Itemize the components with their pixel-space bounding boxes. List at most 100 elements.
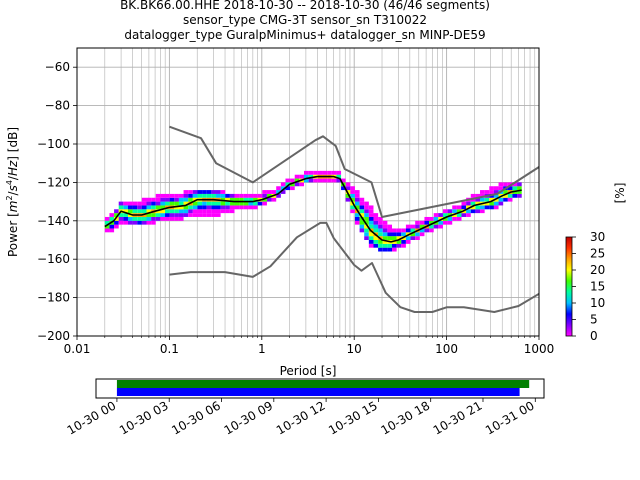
- coverage-bar: [116, 388, 520, 396]
- ppsd-cell: [197, 193, 203, 198]
- y-tick-label: −120: [37, 175, 70, 189]
- ppsd-cell: [373, 236, 379, 240]
- ppsd-cell: [489, 205, 494, 210]
- y-tick-label: −200: [37, 329, 70, 343]
- y-axis-label: Power [m2/s4/Hz] [dB]: [5, 127, 20, 257]
- ppsd-cell: [178, 201, 184, 206]
- ppsd-cell: [415, 220, 420, 225]
- ppsd-cell: [118, 213, 124, 217]
- ppsd-cell: [202, 193, 207, 198]
- ppsd-cell: [239, 193, 244, 198]
- ppsd-cell: [229, 209, 235, 214]
- ppsd-cell: [392, 243, 397, 248]
- ppsd-cell: [243, 205, 249, 210]
- ppsd-cell: [392, 247, 397, 252]
- ppsd-cell: [359, 228, 365, 233]
- ppsd-cell: [364, 228, 369, 233]
- ppsd-cell: [507, 182, 513, 187]
- ppsd-cell: [507, 186, 513, 191]
- ppsd-cell: [308, 170, 314, 175]
- ppsd-cell: [109, 228, 115, 233]
- ppsd-cell: [178, 216, 184, 221]
- y-tick-label: −160: [37, 252, 70, 266]
- colorbar-tick-label: 20: [590, 263, 605, 277]
- ppsd-cell: [262, 190, 267, 194]
- ppsd-cell: [104, 224, 110, 229]
- ppsd-cell: [151, 201, 156, 206]
- ppsd-cell: [368, 209, 374, 214]
- ppsd-cell: [378, 224, 383, 229]
- ppsd-cell: [475, 197, 481, 202]
- ppsd-cell: [350, 186, 355, 191]
- x-tick-label: 1: [258, 342, 266, 356]
- ppsd-cell: [146, 209, 152, 214]
- ppsd-cell: [322, 178, 328, 183]
- plot-frame: [76, 47, 540, 337]
- x-tick-label: 0.1: [160, 342, 179, 356]
- ppsd-cell: [257, 193, 263, 198]
- coverage-tick-label: 10-30 06: [169, 398, 223, 437]
- ppsd-cell: [382, 232, 388, 237]
- title-line-2: sensor_type CMG-3T sensor_sn T310022: [183, 13, 427, 27]
- ppsd-cell: [169, 197, 175, 202]
- ppsd-cell: [517, 190, 522, 194]
- ppsd-cell: [470, 209, 476, 214]
- ppsd-cell: [308, 174, 314, 179]
- ppsd-cell: [373, 228, 379, 233]
- ppsd-cell: [475, 193, 481, 198]
- ppsd-cell: [202, 190, 207, 194]
- ppsd-cell: [419, 220, 425, 225]
- colorbar-label: [%]: [613, 183, 627, 204]
- ppsd-cell: [165, 197, 170, 202]
- ppsd-cell: [429, 220, 434, 225]
- ppsd-cell: [512, 186, 518, 191]
- ppsd-cell: [137, 201, 142, 206]
- ppsd-cell: [331, 170, 337, 175]
- ppsd-cell: [461, 201, 467, 206]
- ppsd-cell: [396, 243, 402, 248]
- ppsd-cell: [378, 216, 383, 221]
- ppsd-cell: [188, 193, 193, 198]
- ppsd-cell: [132, 216, 138, 221]
- ppsd-cell: [517, 182, 522, 187]
- ppsd-cell: [160, 216, 166, 221]
- ppsd-cell: [276, 190, 281, 194]
- ppsd-cell: [225, 205, 230, 210]
- ppsd-cell: [373, 243, 379, 248]
- ppsd-cell: [456, 209, 462, 214]
- coverage-tick-label: 10-30 03: [117, 398, 171, 437]
- ppsd-cell: [424, 220, 430, 225]
- ppsd-cell: [141, 197, 147, 202]
- title-line-3: datalogger_type GuralpMinimus+ datalogge…: [124, 28, 485, 42]
- ppsd-cell: [202, 213, 207, 217]
- ppsd-cell: [308, 178, 314, 183]
- ppsd-cell: [197, 213, 203, 217]
- ppsd-cell: [480, 205, 485, 210]
- ppsd-cell: [373, 224, 379, 229]
- ppsd-cell: [234, 205, 240, 210]
- ppsd-cell: [438, 216, 443, 221]
- y-tick-label: −60: [45, 60, 70, 74]
- ppsd-cell: [215, 193, 221, 198]
- ppsd-cell: [109, 213, 115, 217]
- ppsd-cell: [438, 220, 443, 225]
- ppsd-cell: [387, 236, 393, 240]
- ppsd-cell: [155, 205, 161, 210]
- ppsd-cell: [498, 186, 504, 191]
- ppsd-cell: [160, 205, 166, 210]
- coverage-tick-label: 10-30 18: [378, 398, 432, 437]
- ppsd-cell: [433, 216, 439, 221]
- ppsd-cell: [169, 193, 175, 198]
- ppsd-cell: [368, 232, 374, 237]
- ppsd-cell: [405, 228, 411, 233]
- colorbar-scale: [565, 236, 573, 337]
- ppsd-cell: [503, 190, 508, 194]
- ppsd-cell: [354, 201, 360, 206]
- ppsd-cell: [248, 197, 254, 202]
- ppsd-heatmap: [104, 170, 522, 252]
- ppsd-cell: [429, 228, 434, 233]
- ppsd-cell: [248, 193, 254, 198]
- ppsd-cell: [215, 190, 221, 194]
- colorbar-tick-label: 15: [590, 280, 605, 294]
- ppsd-cell: [141, 209, 147, 214]
